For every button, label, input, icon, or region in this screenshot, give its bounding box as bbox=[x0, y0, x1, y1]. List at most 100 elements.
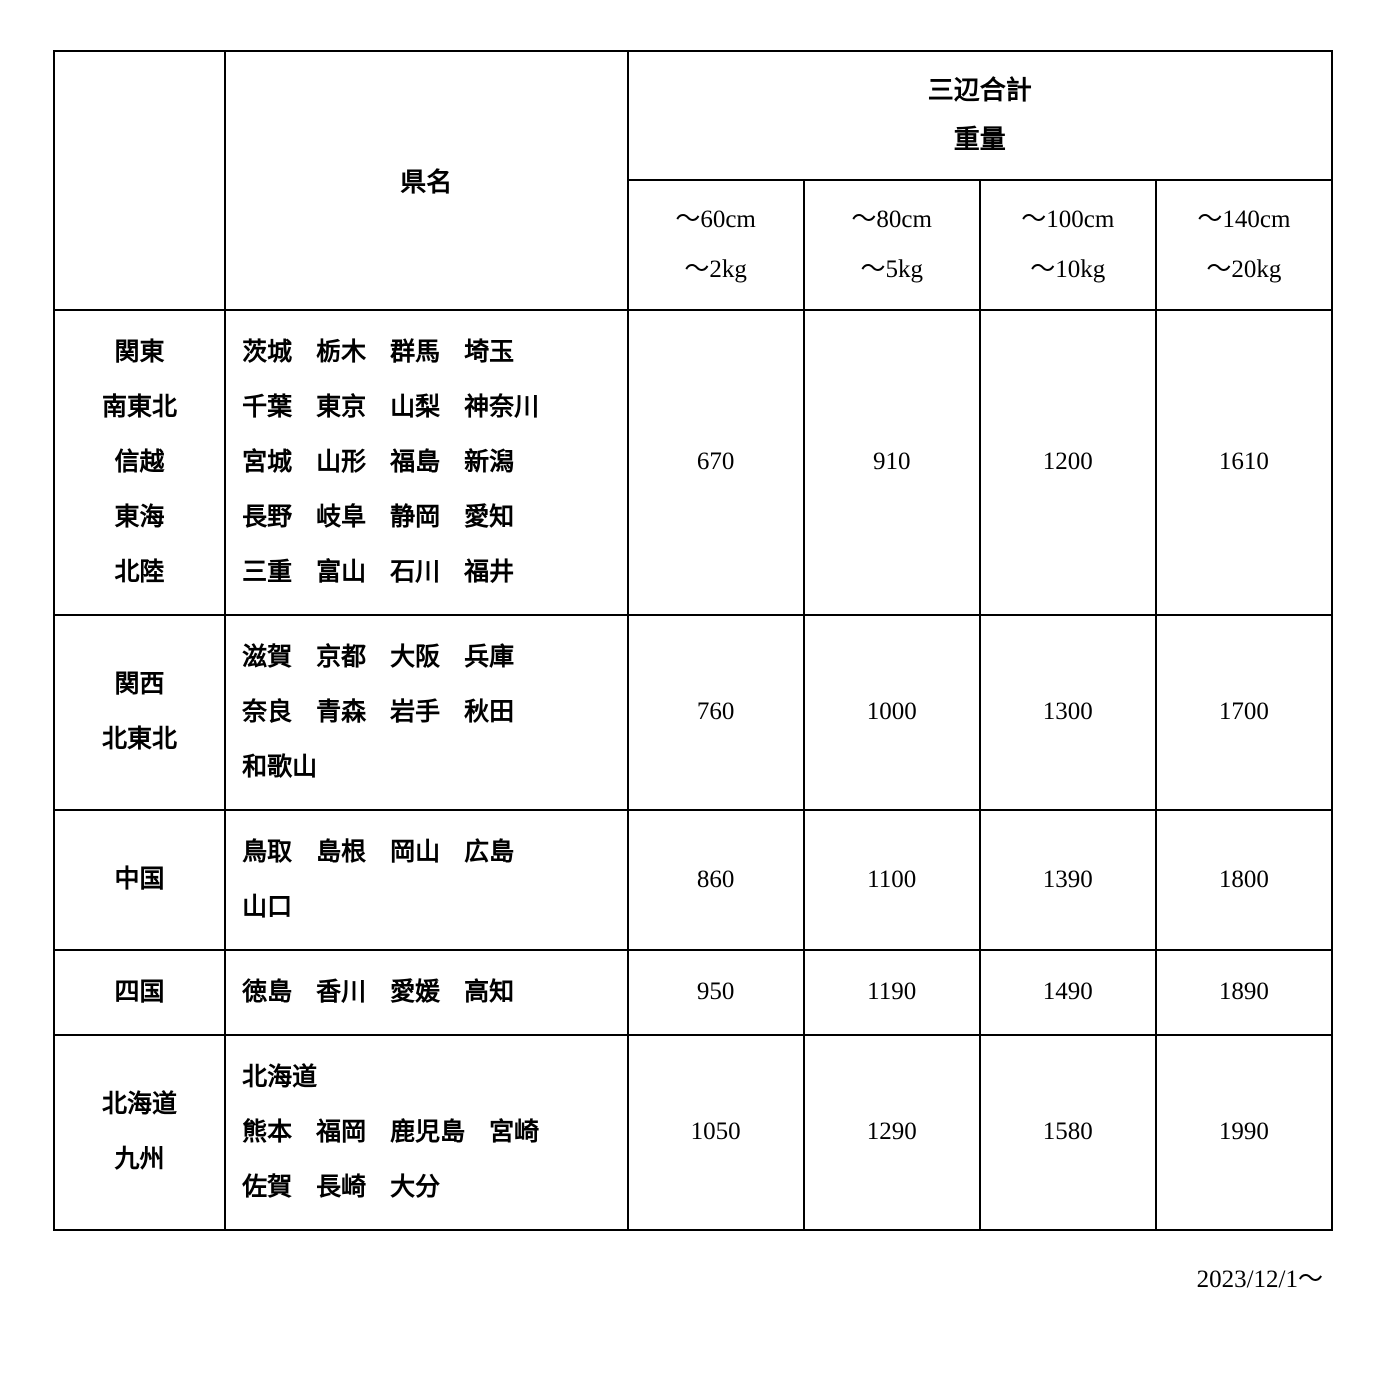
prefecture-name: 青森 bbox=[316, 685, 366, 740]
header-prefecture: 県名 bbox=[225, 51, 628, 310]
table-row: 関東南東北信越東海北陸茨城栃木群馬埼玉千葉東京山梨神奈川宮城山形福島新潟長野岐阜… bbox=[54, 310, 1332, 615]
prefecture-name: 秋田 bbox=[464, 685, 514, 740]
prefecture-line: 滋賀京都大阪兵庫 bbox=[242, 630, 611, 685]
price-cell: 1490 bbox=[980, 950, 1156, 1035]
price-cell: 1190 bbox=[804, 950, 980, 1035]
prefecture-name: 鳥取 bbox=[242, 825, 292, 880]
price-cell: 1700 bbox=[1156, 615, 1332, 810]
region-cell: 関東南東北信越東海北陸 bbox=[54, 310, 225, 615]
prefecture-name: 福井 bbox=[464, 545, 514, 600]
prefecture-name: 高知 bbox=[464, 965, 514, 1020]
header-size-group-label: 三辺合計 bbox=[629, 66, 1331, 115]
prefecture-name: 福岡 bbox=[316, 1105, 366, 1160]
header-tier-size: ～100cm bbox=[981, 195, 1155, 245]
prefecture-name: 東京 bbox=[316, 380, 366, 435]
prefecture-name: 静岡 bbox=[390, 490, 440, 545]
prefecture-name: 岩手 bbox=[390, 685, 440, 740]
header-tier-size: ～60cm bbox=[629, 195, 803, 245]
table-row: 四国徳島香川愛媛高知950119014901890 bbox=[54, 950, 1332, 1035]
region-name: 九州 bbox=[55, 1132, 224, 1187]
header-tier-size: ～140cm bbox=[1157, 195, 1331, 245]
price-cell: 760 bbox=[628, 615, 804, 810]
prefecture-name: 富山 bbox=[316, 545, 366, 600]
region-name: 北海道 bbox=[55, 1077, 224, 1132]
prefecture-name: 茨城 bbox=[242, 325, 292, 380]
price-cell: 950 bbox=[628, 950, 804, 1035]
prefecture-line: 山口 bbox=[242, 880, 611, 935]
prefecture-cell: 北海道熊本福岡鹿児島宮崎佐賀長崎大分 bbox=[225, 1035, 628, 1230]
effective-date: 2023/12/1～ bbox=[53, 1259, 1333, 1295]
prefecture-cell: 徳島香川愛媛高知 bbox=[225, 950, 628, 1035]
header-tier-3: ～140cm～20kg bbox=[1156, 180, 1332, 310]
region-cell: 中国 bbox=[54, 810, 225, 950]
table-row: 関西北東北滋賀京都大阪兵庫奈良青森岩手秋田和歌山760100013001700 bbox=[54, 615, 1332, 810]
region-name: 北陸 bbox=[55, 545, 224, 600]
header-tier-size: ～80cm bbox=[805, 195, 979, 245]
prefecture-name: 滋賀 bbox=[242, 630, 292, 685]
price-cell: 1050 bbox=[628, 1035, 804, 1230]
header-blank bbox=[54, 51, 225, 310]
region-name: 四国 bbox=[55, 965, 224, 1020]
price-cell: 670 bbox=[628, 310, 804, 615]
prefecture-name: 岐阜 bbox=[316, 490, 366, 545]
price-cell: 860 bbox=[628, 810, 804, 950]
prefecture-line: 長野岐阜静岡愛知 bbox=[242, 490, 611, 545]
prefecture-name: 福島 bbox=[390, 435, 440, 490]
prefecture-name: 奈良 bbox=[242, 685, 292, 740]
region-cell: 四国 bbox=[54, 950, 225, 1035]
prefecture-cell: 滋賀京都大阪兵庫奈良青森岩手秋田和歌山 bbox=[225, 615, 628, 810]
prefecture-name: 千葉 bbox=[242, 380, 292, 435]
prefecture-name: 大阪 bbox=[390, 630, 440, 685]
price-cell: 1990 bbox=[1156, 1035, 1332, 1230]
prefecture-name: 熊本 bbox=[242, 1105, 292, 1160]
prefecture-cell: 鳥取島根岡山広島山口 bbox=[225, 810, 628, 950]
region-name: 信越 bbox=[55, 435, 224, 490]
prefecture-line: 北海道 bbox=[242, 1050, 611, 1105]
prefecture-name: 島根 bbox=[316, 825, 366, 880]
prefecture-name: 山形 bbox=[316, 435, 366, 490]
price-cell: 1290 bbox=[804, 1035, 980, 1230]
prefecture-line: 熊本福岡鹿児島宮崎 bbox=[242, 1105, 611, 1160]
prefecture-line: 茨城栃木群馬埼玉 bbox=[242, 325, 611, 380]
header-weight-group-label: 重量 bbox=[629, 115, 1331, 164]
region-cell: 関西北東北 bbox=[54, 615, 225, 810]
region-name: 関西 bbox=[55, 657, 224, 712]
price-cell: 1000 bbox=[804, 615, 980, 810]
header-tier-0: ～60cm～2kg bbox=[628, 180, 804, 310]
prefecture-name: 岡山 bbox=[390, 825, 440, 880]
price-cell: 1580 bbox=[980, 1035, 1156, 1230]
prefecture-name: 香川 bbox=[316, 965, 366, 1020]
price-cell: 1890 bbox=[1156, 950, 1332, 1035]
prefecture-name: 大分 bbox=[390, 1160, 440, 1215]
prefecture-name: 長野 bbox=[242, 490, 292, 545]
price-cell: 1200 bbox=[980, 310, 1156, 615]
prefecture-line: 三重富山石川福井 bbox=[242, 545, 611, 600]
prefecture-line: 鳥取島根岡山広島 bbox=[242, 825, 611, 880]
prefecture-line: 千葉東京山梨神奈川 bbox=[242, 380, 611, 435]
prefecture-name: 宮城 bbox=[242, 435, 292, 490]
prefecture-name: 徳島 bbox=[242, 965, 292, 1020]
prefecture-name: 神奈川 bbox=[464, 380, 539, 435]
prefecture-name: 群馬 bbox=[390, 325, 440, 380]
prefecture-name: 山梨 bbox=[390, 380, 440, 435]
price-cell: 910 bbox=[804, 310, 980, 615]
region-name: 北東北 bbox=[55, 712, 224, 767]
table-row: 北海道九州北海道熊本福岡鹿児島宮崎佐賀長崎大分1050129015801990 bbox=[54, 1035, 1332, 1230]
region-name: 関東 bbox=[55, 325, 224, 380]
prefecture-cell: 茨城栃木群馬埼玉千葉東京山梨神奈川宮城山形福島新潟長野岐阜静岡愛知三重富山石川福… bbox=[225, 310, 628, 615]
header-tier-1: ～80cm～5kg bbox=[804, 180, 980, 310]
header-tier-weight: ～5kg bbox=[805, 245, 979, 295]
prefecture-name: 愛知 bbox=[464, 490, 514, 545]
prefecture-name: 宮崎 bbox=[489, 1105, 539, 1160]
header-size-weight-group: 三辺合計 重量 bbox=[628, 51, 1332, 180]
prefecture-name: 佐賀 bbox=[242, 1160, 292, 1215]
header-tier-weight: ～10kg bbox=[981, 245, 1155, 295]
prefecture-line: 奈良青森岩手秋田 bbox=[242, 685, 611, 740]
prefecture-name: 埼玉 bbox=[464, 325, 514, 380]
header-tier-2: ～100cm～10kg bbox=[980, 180, 1156, 310]
price-cell: 1100 bbox=[804, 810, 980, 950]
prefecture-name: 京都 bbox=[316, 630, 366, 685]
prefecture-name: 愛媛 bbox=[390, 965, 440, 1020]
prefecture-name: 石川 bbox=[390, 545, 440, 600]
prefecture-name: 新潟 bbox=[464, 435, 514, 490]
